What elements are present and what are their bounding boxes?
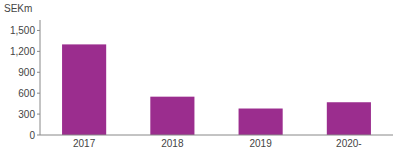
x-tick-label: 2018 <box>161 138 184 149</box>
y-tick-label: 900 <box>18 67 35 78</box>
bar <box>150 97 194 135</box>
y-tick-label: 600 <box>18 88 35 99</box>
y-tick-label: 0 <box>29 130 35 141</box>
y-axis-line <box>40 20 41 135</box>
bars <box>62 44 371 135</box>
chart-svg: SEKm 0 300 600 900 1,200 1,500 2017 2018 2019 2020… <box>0 0 401 153</box>
bar <box>62 44 106 135</box>
x-tick-label: 2020- <box>336 138 362 149</box>
y-tick-label: 300 <box>18 109 35 120</box>
y-tick-label: 1,500 <box>10 25 35 36</box>
bar <box>239 109 283 135</box>
x-tick-label: 2019 <box>250 138 273 149</box>
chart-container: SEKm 0 300 600 900 1,200 1,500 2017 2018 2019 2020… <box>0 0 401 153</box>
x-axis: 2017 2018 2019 2020- <box>40 135 393 149</box>
y-tick-label: 1,200 <box>10 46 35 57</box>
y-axis: 0 300 600 900 1,200 1,500 <box>10 20 40 141</box>
unit-label: SEKm <box>4 3 32 14</box>
bar <box>327 102 371 135</box>
x-axis-line <box>40 135 393 136</box>
x-tick-label: 2017 <box>73 138 96 149</box>
